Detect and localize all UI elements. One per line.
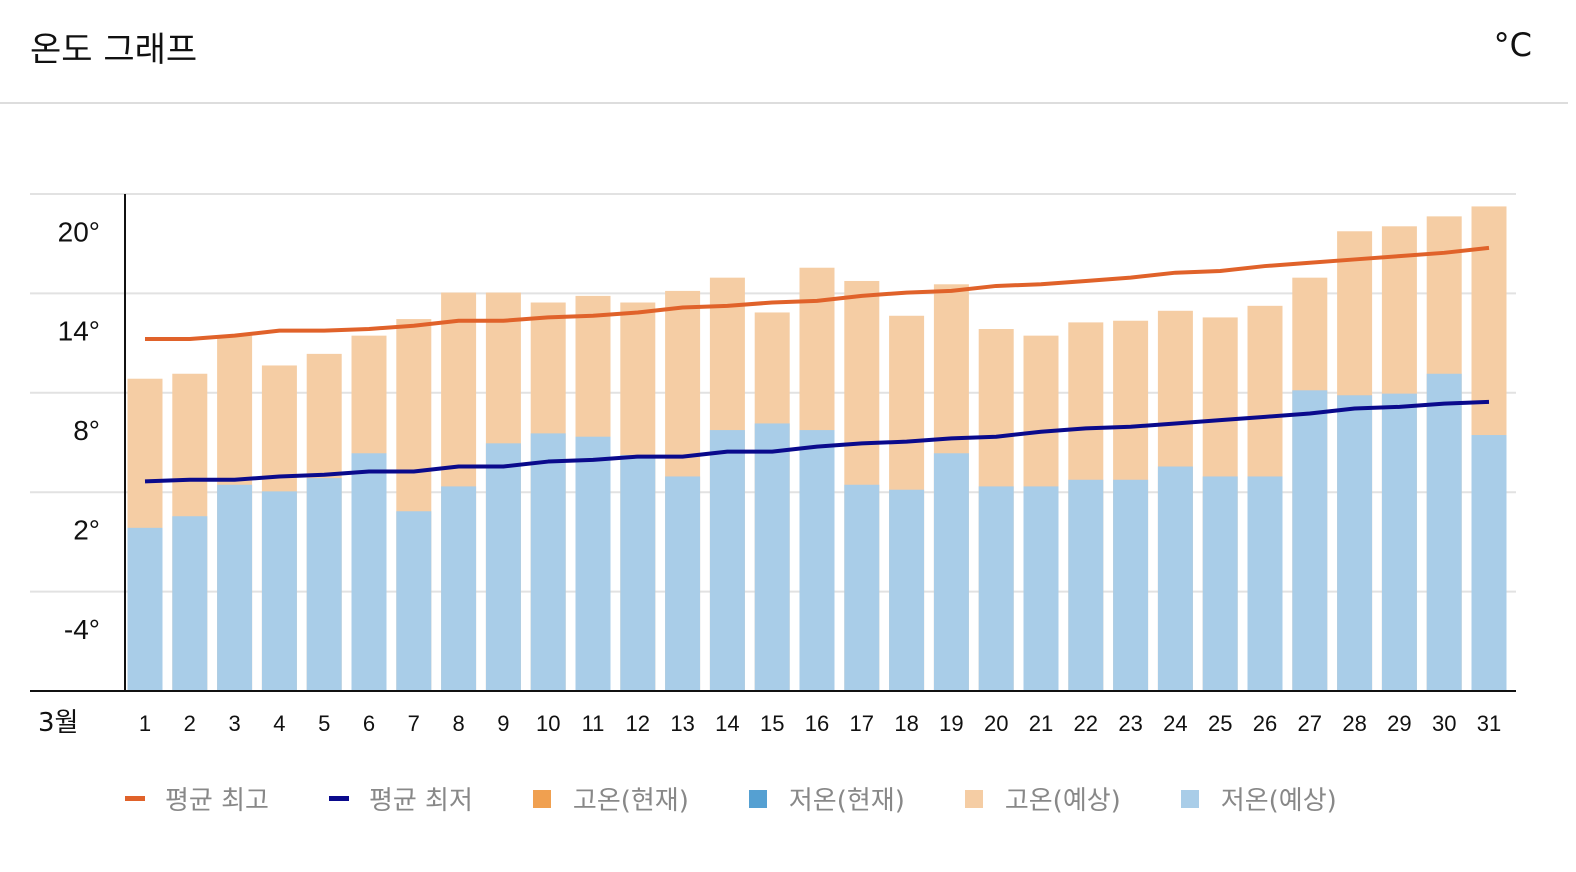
y-tick-label: 8° [73,415,100,446]
month-label: 3월 [38,708,78,738]
bar-저온(예상) [261,491,297,691]
legend-swatch [1180,789,1199,808]
bar-저온(예상) [1023,486,1059,691]
bar-저온(예상) [1068,479,1104,691]
bar-저온(예상) [709,430,745,691]
bar-저온(예상) [306,478,342,691]
x-tick-label: 31 [1477,711,1501,736]
y-tick-label: 20° [58,216,100,247]
bar-저온(예상) [217,484,253,691]
x-tick-label: 4 [273,711,285,736]
legend-swatch [532,789,551,808]
bar-저온(예상) [1471,435,1507,691]
legend-item[interactable]: 평균 최저 [328,780,473,817]
bar-저온(예상) [1426,373,1462,691]
bar-저온(예상) [1113,479,1149,691]
x-tick-label: 22 [1074,711,1098,736]
bar-저온(예상) [933,453,969,691]
line-평균 최고 [145,245,1490,341]
bar-저온(예상) [127,527,163,691]
x-tick-label: 3 [228,711,240,736]
x-tick-label: 13 [670,711,694,736]
x-tick-label: 24 [1163,711,1187,736]
bar-저온(예상) [530,433,566,691]
x-tick-label: 10 [536,711,560,736]
bar-저온(예상) [172,516,208,691]
legend-label: 저온(예상) [1220,786,1337,816]
x-tick-label: 9 [497,711,509,736]
bar-저온(예상) [620,454,656,691]
x-tick-label: 2 [184,711,196,736]
y-tick-label: 2° [73,514,100,545]
legend-label: 평균 최고 [165,786,269,816]
x-tick-label: 21 [1029,711,1053,736]
bar-저온(예상) [1157,466,1193,691]
bar-저온(예상) [1247,476,1283,691]
legend-swatch [125,796,145,801]
x-tick-label: 14 [715,711,739,736]
legend-item[interactable]: 저온(현재) [748,780,905,817]
bar-저온(예상) [844,484,880,691]
x-tick-label: 19 [939,711,963,736]
bar-저온(예상) [351,453,387,691]
bar-저온(예상) [441,486,477,691]
x-tick-label: 16 [805,711,829,736]
x-tick-label: 26 [1253,711,1277,736]
y-tick-label: -4° [64,614,100,645]
x-tick-label: 29 [1387,711,1411,736]
unit-label: °C [1493,26,1532,64]
x-tick-label: 12 [626,711,650,736]
x-tick-label: 30 [1432,711,1456,736]
bar-저온(예상) [978,486,1014,691]
x-tick-label: 23 [1118,711,1142,736]
bar-저온(예상) [665,476,701,691]
legend-swatch [748,789,767,808]
bar-저온(예상) [575,436,611,691]
legend-swatch [328,796,349,801]
x-tick-label: 25 [1208,711,1232,736]
x-tick-label: 28 [1342,711,1366,736]
bar-저온(예상) [485,443,521,691]
legend-swatch [964,789,983,808]
page-title: 온도 그래프 [30,30,198,70]
x-tick-label: 11 [582,711,605,736]
legend-item[interactable]: 고온(예상) [964,780,1121,817]
bar-저온(예상) [1202,476,1238,691]
legend-label: 저온(현재) [788,786,905,816]
legend-label: 평균 최저 [368,786,473,816]
bar-저온(예상) [799,430,835,691]
bar-저온(예상) [1337,395,1373,691]
x-tick-label: 27 [1298,711,1322,736]
x-tick-label: 17 [850,711,874,736]
legend-item[interactable]: 저온(예상) [1180,780,1337,817]
bar-저온(예상) [396,511,432,691]
x-tick-label: 15 [760,711,784,736]
bar-저온(예상) [754,423,790,691]
header: 온도 그래프 °C [0,0,1568,104]
line-평균 최저 [144,399,1490,484]
x-tick-label: 8 [452,711,464,736]
x-tick-label: 5 [318,711,330,736]
bar-저온(예상) [889,489,925,691]
legend-label: 고온(예상) [1004,786,1121,816]
legend-item[interactable]: 평균 최고 [125,780,269,817]
legend-label: 고온(현재) [572,786,689,816]
bar-저온(예상) [1292,390,1328,691]
x-tick-label: 1 [139,711,151,736]
y-tick-label: 14° [58,316,100,347]
legend-item[interactable]: 고온(현재) [532,780,689,817]
legend: 평균 최고 평균 최저 고온(현재) 저온(현재) 고온(예상) 저온(예상) [125,780,1397,817]
bar-저온(예상) [1381,393,1417,691]
x-tick-label: 20 [984,711,1008,736]
x-tick-label: 18 [894,711,918,736]
x-tick-label: 6 [363,711,375,736]
x-tick-label: 7 [408,711,420,736]
